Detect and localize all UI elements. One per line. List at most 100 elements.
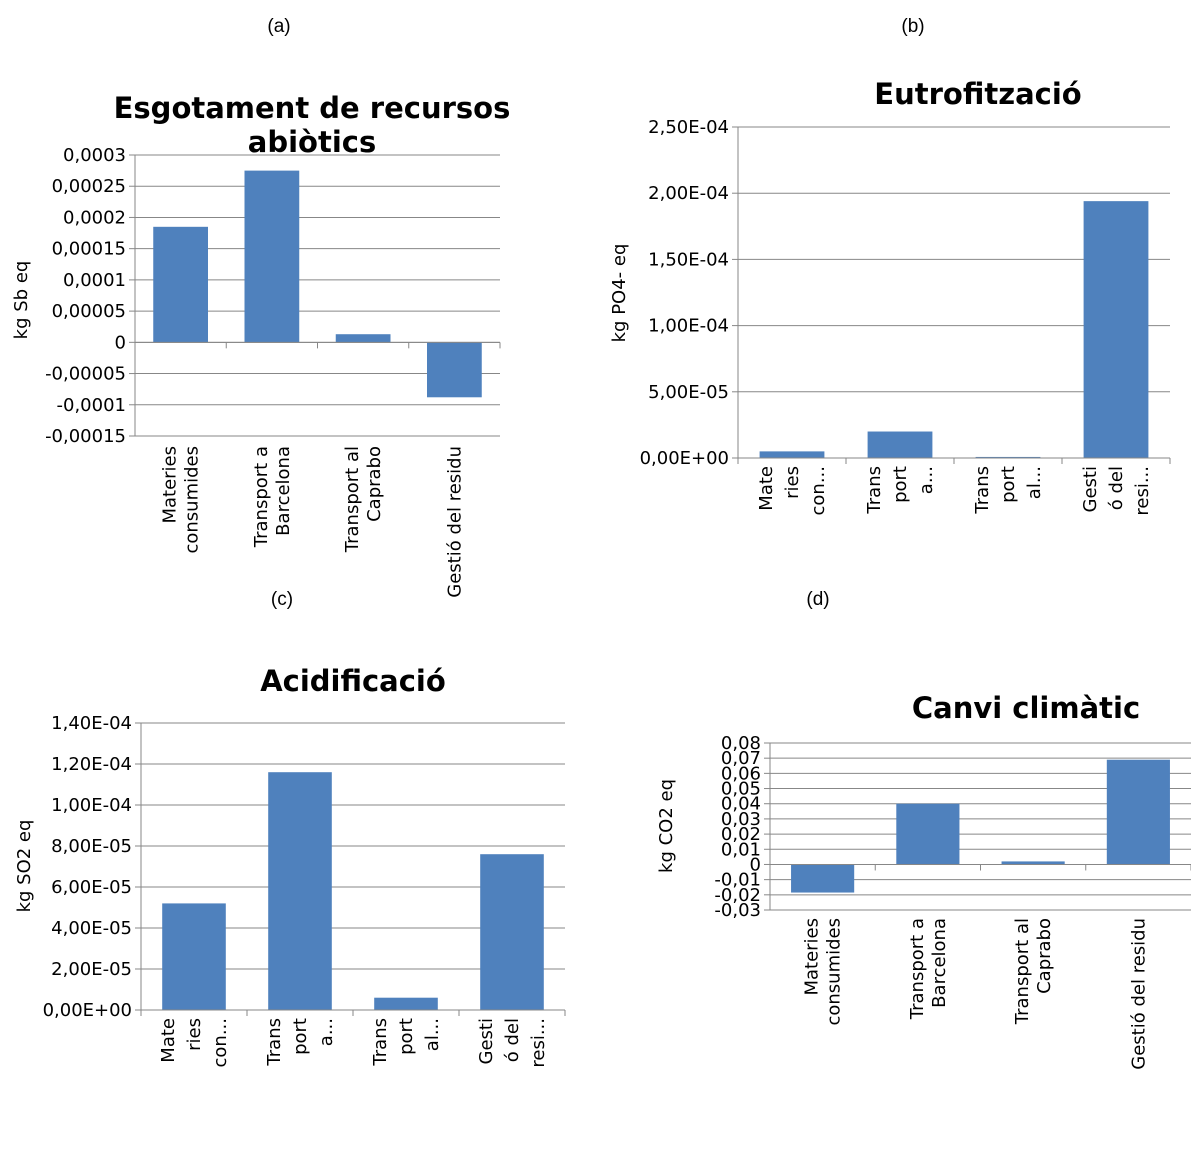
x-tick-label: consumides (182, 446, 203, 554)
x-tick-label: Caprabo (1034, 918, 1055, 994)
y-tick-label: 2,50E-04 (648, 117, 729, 138)
x-tick-label: Transport a (907, 918, 928, 1020)
x-tick-label: Gesti (1080, 466, 1101, 512)
x-tick-label: al... (422, 1018, 443, 1051)
x-tick-label: Trans (370, 1018, 391, 1067)
y-tick-label: 0,07 (721, 748, 761, 769)
x-tick-label: Materies (160, 446, 181, 524)
x-tick-label: a... (916, 466, 937, 494)
chart-title: Eutrofització (874, 77, 1081, 111)
y-tick-label: 0,00005 (52, 301, 126, 322)
y-tick-label: 0,08 (721, 733, 761, 754)
x-tick-label: con... (808, 466, 829, 515)
x-tick-label: Barcelona (273, 446, 294, 536)
y-tick-label: 0,02 (721, 824, 761, 845)
y-tick-label: 2,00E-04 (648, 183, 729, 204)
bar (1083, 201, 1149, 459)
y-tick-label: 0,00015 (52, 239, 126, 260)
bar (1106, 759, 1170, 865)
y-tick-label: 4,00E-05 (51, 918, 132, 939)
x-tick-label: Transport a (251, 446, 272, 548)
x-tick-label: Trans (264, 1018, 285, 1067)
panel-label-b: (b) (901, 16, 925, 37)
chart-title: abiòtics (248, 125, 376, 159)
panel-label-a: (a) (267, 16, 291, 37)
y-tick-label: 1,40E-04 (51, 713, 132, 734)
x-tick-label: port (290, 1018, 311, 1055)
y-axis-label: kg Sb eq (11, 261, 32, 340)
y-tick-label: -0,03 (714, 900, 761, 921)
x-tick-label: Transport al (1012, 918, 1033, 1025)
x-tick-label: Transport al (342, 446, 363, 553)
x-tick-label: ó del (1106, 466, 1127, 510)
x-tick-label: Gesti (476, 1018, 497, 1064)
x-tick-label: Trans (972, 466, 993, 515)
x-tick-label: Gestió del residu (1128, 918, 1149, 1070)
y-tick-label: -0,00015 (45, 426, 126, 447)
bar (867, 431, 933, 458)
y-tick-label: 8,00E-05 (51, 836, 132, 857)
panel-label-c: (c) (270, 589, 294, 610)
x-tick-label: port (890, 466, 911, 503)
y-tick-label: -0,0001 (57, 395, 126, 416)
x-tick-label: Mate (158, 1018, 179, 1063)
y-tick-label: 1,00E-04 (648, 316, 729, 337)
y-tick-label: -0,00005 (45, 364, 126, 385)
y-tick-label: 2,00E-05 (51, 959, 132, 980)
x-tick-label: Mate (756, 466, 777, 511)
y-tick-label: 0 (115, 332, 126, 353)
y-tick-label: 1,50E-04 (648, 249, 729, 270)
y-axis-label: kg PO4- eq (609, 244, 630, 343)
bar (335, 334, 391, 343)
chart-c: 1,40E-04 1,20E-04 1,00E-04 8,00E-05 6,00E-05… (14, 664, 566, 1068)
x-tick-label: resi... (1132, 466, 1153, 516)
y-tick-label: 1,20E-04 (51, 754, 132, 775)
x-tick-label: ó del (502, 1018, 523, 1062)
y-tick-label: 6,00E-05 (51, 877, 132, 898)
y-tick-label: 0,0001 (63, 270, 126, 291)
chart-a: 0,0003 0,00025 0,0002 0,00015 0,0001 0,00005 0… (11, 91, 510, 598)
y-tick-label: 0,0003 (63, 145, 126, 166)
x-tick-label: con... (210, 1018, 231, 1067)
y-tick-label: -0,01 (714, 870, 761, 891)
y-tick-label: 0,01 (721, 839, 761, 860)
chart-title: Acidificació (260, 664, 446, 698)
bar (759, 451, 825, 458)
x-tick-label: Materies (802, 918, 823, 996)
chart-b: 2,50E-04 2,00E-04 1,50E-04 1,00E-04 5,00E-05… (609, 77, 1171, 516)
bar (244, 170, 300, 343)
x-tick-label: Barcelona (929, 918, 950, 1008)
x-tick-label: Trans (864, 466, 885, 515)
y-tick-label: 0,00E+00 (43, 1000, 132, 1021)
y-tick-label: 0,00025 (52, 176, 126, 197)
x-tick-label: port (998, 466, 1019, 503)
y-axis-label: kg SO2 eq (14, 820, 35, 913)
y-tick-label: 0,05 (721, 779, 761, 800)
x-tick-label: Caprabo (364, 446, 385, 522)
bar (427, 342, 482, 398)
x-tick-label: al... (1024, 466, 1045, 499)
x-tick-label: ries (782, 466, 803, 499)
y-tick-label: 1,00E-04 (51, 795, 132, 816)
x-tick-label: resi... (528, 1018, 549, 1068)
chart-d: 0,080,070,060,050,040,030,020,010-0,01 -0… (656, 691, 1191, 1070)
x-tick-label: consumides (824, 918, 845, 1026)
y-tick-label: 0,0002 (63, 207, 126, 228)
bar (791, 864, 855, 893)
bar (480, 854, 544, 1010)
y-tick-label: 0,04 (721, 794, 761, 815)
chart-title: Esgotament de recursos (114, 91, 511, 125)
y-tick-label: 0,00E+00 (640, 448, 729, 469)
bar (1001, 861, 1065, 865)
x-tick-label: port (396, 1018, 417, 1055)
bar (162, 903, 226, 1010)
y-tick-label: 0 (750, 854, 761, 875)
y-tick-label: 5,00E-05 (648, 382, 729, 403)
y-tick-label: 0,03 (721, 809, 761, 830)
bar (153, 226, 208, 343)
bar (896, 803, 960, 865)
x-tick-label: ries (184, 1018, 205, 1051)
bar (374, 997, 438, 1010)
y-tick-label: 0,06 (721, 763, 761, 784)
